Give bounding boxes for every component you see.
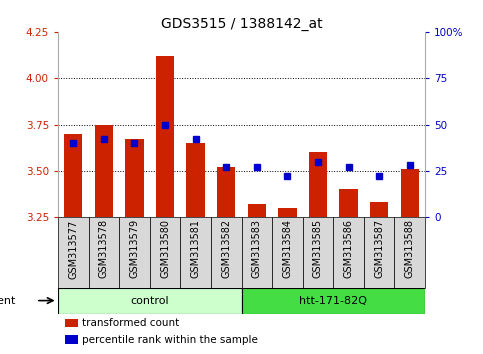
Bar — [333, 217, 364, 287]
Text: control: control — [130, 296, 169, 306]
Text: GSM313579: GSM313579 — [129, 219, 140, 279]
Bar — [150, 217, 180, 287]
Bar — [400, 169, 419, 217]
Text: GSM313588: GSM313588 — [405, 219, 415, 278]
Bar — [272, 217, 303, 287]
Bar — [217, 167, 235, 217]
Text: htt-171-82Q: htt-171-82Q — [299, 296, 367, 306]
Text: GSM313581: GSM313581 — [191, 219, 200, 278]
Text: percentile rank within the sample: percentile rank within the sample — [82, 335, 258, 344]
FancyBboxPatch shape — [242, 287, 425, 314]
Bar — [64, 134, 83, 217]
Bar — [65, 335, 78, 344]
Bar — [125, 139, 143, 217]
Bar — [119, 217, 150, 287]
Bar — [248, 204, 266, 217]
Bar — [88, 217, 119, 287]
Bar — [370, 202, 388, 217]
Bar — [242, 217, 272, 287]
Text: agent: agent — [0, 296, 16, 306]
Bar — [278, 208, 297, 217]
Text: GSM313578: GSM313578 — [99, 219, 109, 279]
Bar — [395, 217, 425, 287]
Bar — [156, 56, 174, 217]
Bar — [180, 217, 211, 287]
Title: GDS3515 / 1388142_at: GDS3515 / 1388142_at — [161, 17, 322, 31]
Text: GSM313577: GSM313577 — [68, 219, 78, 279]
FancyBboxPatch shape — [58, 287, 242, 314]
Bar — [303, 217, 333, 287]
Bar — [364, 217, 395, 287]
Text: GSM313582: GSM313582 — [221, 219, 231, 279]
Text: GSM313585: GSM313585 — [313, 219, 323, 279]
Bar — [95, 125, 113, 217]
Text: transformed count: transformed count — [82, 318, 179, 328]
Text: GSM313580: GSM313580 — [160, 219, 170, 278]
Text: GSM313586: GSM313586 — [343, 219, 354, 278]
Bar — [309, 152, 327, 217]
Bar — [211, 217, 242, 287]
Text: GSM313584: GSM313584 — [283, 219, 292, 278]
Text: GSM313583: GSM313583 — [252, 219, 262, 278]
Bar — [65, 319, 78, 327]
Bar — [58, 217, 88, 287]
Bar — [186, 143, 205, 217]
Text: GSM313587: GSM313587 — [374, 219, 384, 279]
Bar — [340, 189, 358, 217]
